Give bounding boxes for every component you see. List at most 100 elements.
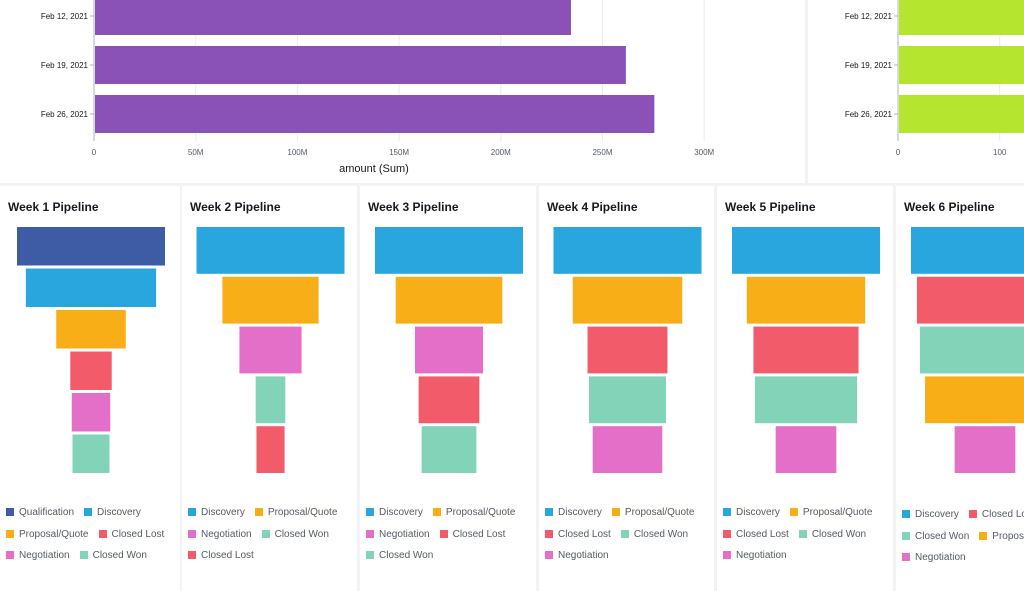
funnel-stage-bar[interactable] — [732, 227, 880, 274]
legend-item[interactable]: Negotiation — [6, 545, 70, 567]
legend-item[interactable]: Closed Lost — [723, 524, 789, 546]
funnel-stage-bar[interactable] — [589, 376, 666, 424]
bar[interactable] — [899, 0, 1024, 35]
legend-item[interactable]: Discovery — [188, 502, 245, 524]
legend-swatch — [84, 508, 93, 516]
legend: Discovery Proposal/Quote Negotiation Closed… — [188, 502, 357, 567]
legend-item[interactable]: Negotiation — [188, 524, 252, 546]
legend-item[interactable]: Negotiation — [545, 545, 609, 567]
legend-label: Discovery — [97, 507, 141, 518]
legend-item[interactable]: Closed Won — [620, 524, 689, 546]
legend-item[interactable]: Proposal/Quote — [789, 502, 872, 524]
funnel-stage-bar[interactable] — [395, 276, 503, 324]
funnel-stage-bar[interactable] — [754, 376, 858, 424]
funnel-stage-bar[interactable] — [255, 376, 286, 424]
funnel-chart — [196, 227, 345, 473]
legend-item[interactable]: Proposal/Quote — [979, 526, 1024, 548]
count-bar-chart: 0 100 Feb 12, 2021 Feb 19, 2021 Feb 26, 2021 — [845, 0, 1024, 157]
x-tick-label: 100M — [287, 148, 307, 157]
x-tick-label: 50M — [188, 148, 204, 157]
bar[interactable] — [899, 46, 1024, 84]
legend-item[interactable]: Discovery — [366, 502, 423, 524]
legend-swatch — [798, 529, 807, 538]
funnel-stage-bar[interactable] — [746, 276, 866, 324]
funnel-stage-bar[interactable] — [256, 426, 285, 473]
legend-swatch — [188, 508, 196, 516]
chart-title: Week 4 Pipeline — [547, 200, 638, 214]
legend-label: Negotiation — [915, 552, 966, 563]
funnel-stage-bar[interactable] — [919, 326, 1024, 374]
legend-item[interactable]: Closed Won — [79, 545, 147, 567]
funnel-stage-bar[interactable] — [222, 276, 319, 324]
funnel-stage-bar[interactable] — [71, 393, 111, 432]
legend-item[interactable]: Closed Lost — [968, 504, 1024, 526]
funnel-stage-bar[interactable] — [775, 426, 837, 473]
funnel-chart — [732, 227, 880, 473]
funnel-stage-bar[interactable] — [572, 276, 683, 324]
legend-label: Closed Won — [274, 528, 329, 540]
funnel-stage-bar[interactable] — [56, 310, 126, 349]
chart-title: Week 1 Pipeline — [8, 200, 99, 214]
legend-item[interactable]: Negotiation — [723, 545, 787, 567]
legend-item[interactable]: Discovery — [545, 502, 602, 524]
category-label: Feb 26, 2021 — [41, 110, 89, 119]
legend-swatch — [98, 529, 107, 538]
legend-label: Proposal/Quote — [624, 507, 695, 518]
legend-item[interactable]: Negotiation — [902, 547, 966, 569]
funnel-stage-bar[interactable] — [587, 326, 668, 374]
legend-label: Negotiation — [19, 550, 70, 561]
bar[interactable] — [95, 46, 626, 84]
funnel-stage-bar[interactable] — [753, 326, 859, 374]
funnel-stage-bar[interactable] — [196, 227, 345, 274]
legend-swatch — [902, 531, 910, 540]
x-tick-label: 250M — [592, 148, 612, 157]
funnel-stage-bar[interactable] — [916, 276, 1024, 324]
legend-item[interactable]: Closed Won — [261, 524, 329, 546]
funnel-stage-bar[interactable] — [925, 376, 1024, 424]
funnel-stage-bar[interactable] — [421, 426, 477, 473]
legend-item[interactable]: Discovery — [723, 502, 780, 524]
legend-swatch — [254, 508, 263, 516]
legend-item[interactable]: Closed Won — [902, 526, 969, 548]
bar[interactable] — [95, 0, 571, 35]
legend-label: Closed Lost — [736, 528, 789, 540]
legend-item[interactable]: Closed Lost — [439, 524, 505, 546]
legend-item[interactable]: Proposal/Quote — [432, 502, 515, 524]
funnel-stage-bar[interactable] — [414, 326, 484, 374]
week-1-pipeline-panel: Week 1 Pipeline Qualification Discovery Pr… — [0, 186, 180, 591]
funnel-chart — [553, 227, 702, 473]
legend-item[interactable]: Qualification — [6, 502, 74, 524]
chart-title: Week 6 Pipeline — [904, 200, 995, 214]
bar[interactable] — [899, 95, 1024, 133]
funnel-stage-bar[interactable] — [553, 227, 702, 274]
funnel-stage-bar[interactable] — [72, 434, 110, 474]
funnel-stage-bar[interactable] — [954, 426, 1016, 473]
funnel-stage-bar[interactable] — [375, 227, 523, 274]
legend-item[interactable]: Closed Lost — [188, 545, 254, 567]
legend-item[interactable]: Closed Won — [366, 545, 433, 567]
legend-item[interactable]: Discovery — [84, 502, 141, 524]
funnel-stage-bar[interactable] — [911, 227, 1024, 274]
funnel-stage-bar[interactable] — [17, 227, 165, 266]
legend-swatch — [620, 529, 629, 538]
funnel-stage-bar[interactable] — [70, 351, 112, 391]
legend: Discovery Proposal/Quote Closed Lost Closed… — [723, 502, 893, 567]
legend-item[interactable]: Closed Lost — [98, 524, 164, 546]
bar[interactable] — [95, 95, 655, 133]
legend-item[interactable]: Proposal/Quote — [611, 502, 695, 524]
category-label: Feb 12, 2021 — [41, 12, 89, 21]
legend-label: Closed Won — [633, 528, 689, 540]
funnel-stage-bar[interactable] — [592, 426, 663, 473]
x-tick-label: 0 — [92, 148, 97, 157]
funnel-stage-bar[interactable] — [25, 268, 157, 308]
legend-label: Discovery — [379, 507, 423, 518]
legend-item[interactable]: Proposal/Quote — [6, 524, 89, 546]
legend-item[interactable]: Discovery — [902, 504, 959, 526]
legend-item[interactable]: Proposal/Quote — [254, 502, 337, 524]
legend-item[interactable]: Closed Lost — [545, 524, 611, 546]
legend-swatch — [6, 551, 14, 559]
funnel-stage-bar[interactable] — [239, 326, 302, 374]
legend-item[interactable]: Closed Won — [798, 524, 866, 546]
funnel-stage-bar[interactable] — [418, 376, 480, 424]
legend-item[interactable]: Negotiation — [366, 524, 430, 546]
